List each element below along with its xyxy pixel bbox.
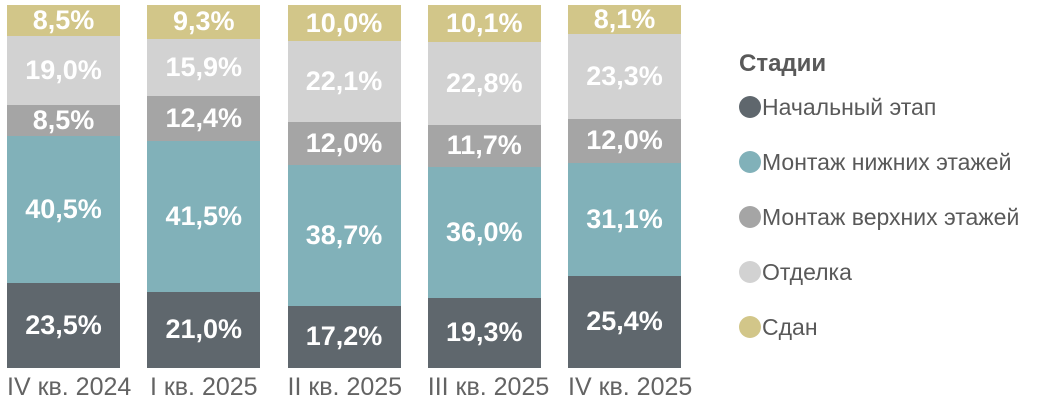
segment-value-label: 22,1%	[305, 65, 383, 96]
segment-value-label: 36,0%	[445, 216, 523, 247]
legend-item-label: Отделка	[762, 258, 852, 285]
segment-value-label: 10,1%	[445, 7, 523, 38]
legend-color-dot	[739, 96, 761, 118]
segment-value-label: 10,0%	[305, 7, 383, 38]
legend-title: Стадии	[739, 50, 827, 77]
segment-initial-stage: 17,2%	[287, 305, 401, 368]
legend-item-label: Начальный этап	[762, 93, 937, 120]
bar-1: 8,5% 19,0% 8,5% 40,5% 23,5%	[7, 5, 120, 369]
segment-lower-floors-assembly: 31,1%	[568, 162, 681, 276]
segment-initial-stage: 21,0%	[147, 291, 261, 368]
segment-value-label: 31,1%	[586, 203, 663, 234]
x-axis-label: IV кв. 2024	[7, 373, 132, 401]
segment-finishing: 15,9%	[147, 38, 261, 97]
segment-value-label: 11,7%	[446, 130, 522, 161]
segment-delivered: 10,0%	[287, 5, 401, 42]
segment-finishing: 19,0%	[7, 35, 120, 105]
segment-upper-floors-assembly: 12,0%	[287, 121, 401, 166]
x-axis-label: IV кв. 2025	[568, 373, 693, 401]
legend-item-upper-floors-assembly: Монтаж верхних этажей	[739, 203, 1049, 231]
segment-upper-floors-assembly: 8,5%	[7, 104, 120, 136]
segment-value-label: 15,9%	[165, 52, 243, 83]
segment-initial-stage: 23,5%	[7, 282, 120, 369]
segment-upper-floors-assembly: 11,7%	[427, 124, 541, 168]
legend: Стадии Начальный этап Монтаж нижних этаже…	[739, 50, 1049, 368]
legend-item-initial-stage: Начальный этап	[739, 93, 1049, 121]
segment-value-label: 8,5%	[32, 104, 95, 135]
legend-item-delivered: Сдан	[739, 313, 1049, 341]
plot-area: 8,5% 19,0% 8,5% 40,5% 23,5% 9,3% 15,9% 12,4% 41,…	[7, 5, 681, 369]
segment-delivered: 8,1%	[568, 4, 681, 35]
legend-item-label: Монтаж верхних этажей	[762, 203, 1020, 230]
segment-value-label: 19,0%	[25, 54, 102, 85]
legend-color-dot	[739, 261, 761, 283]
segment-value-label: 25,4%	[586, 306, 663, 337]
segment-value-label: 23,3%	[586, 61, 663, 92]
legend-item-label: Сдан	[762, 313, 818, 340]
segment-value-label: 12,0%	[305, 127, 383, 158]
segment-value-label: 38,7%	[305, 219, 383, 250]
segment-finishing: 23,3%	[568, 34, 681, 120]
bar-5: 8,1% 23,3% 12,0% 31,1% 25,4%	[568, 5, 681, 368]
x-axis-label: I кв. 2025	[149, 373, 258, 401]
segment-value-label: 21,0%	[165, 314, 243, 345]
segment-upper-floors-assembly: 12,4%	[147, 96, 261, 142]
segment-value-label: 17,2%	[305, 321, 383, 352]
segment-value-label: 41,5%	[165, 201, 243, 232]
x-axis-label: II кв. 2025	[287, 373, 403, 401]
x-axis-labels: IV кв. 2024 I кв. 2025 II кв. 2025 III кв. …	[7, 372, 693, 402]
bar-4: 10,1% 22,8% 11,7% 36,0% 19,3%	[427, 5, 541, 368]
segment-lower-floors-assembly: 36,0%	[427, 167, 541, 298]
legend-color-dot	[739, 206, 761, 228]
legend-items: Начальный этап Монтаж нижних этажей Монтаж…	[739, 93, 1049, 341]
segment-value-label: 23,5%	[25, 309, 102, 340]
segment-upper-floors-assembly: 12,0%	[568, 119, 681, 163]
segment-finishing: 22,1%	[287, 41, 401, 122]
legend-item-label: Монтаж нижних этажей	[762, 148, 1012, 175]
segment-delivered: 9,3%	[147, 5, 261, 39]
segment-value-label: 12,4%	[165, 103, 243, 134]
legend-color-dot	[739, 316, 761, 338]
segment-initial-stage: 25,4%	[568, 275, 681, 368]
segment-value-label: 40,5%	[25, 193, 102, 224]
legend-color-dot	[739, 151, 761, 173]
segment-lower-floors-assembly: 38,7%	[287, 165, 401, 306]
segment-delivered: 10,1%	[427, 5, 541, 42]
segment-value-label: 12,0%	[586, 125, 663, 156]
bar-3: 10,0% 22,1% 12,0% 38,7% 17,2%	[287, 5, 401, 368]
x-axis-label: III кв. 2025	[427, 373, 550, 401]
segment-value-label: 19,3%	[445, 317, 523, 348]
segment-finishing: 22,8%	[427, 41, 541, 125]
segment-value-label: 8,1%	[593, 4, 656, 35]
bar-2: 9,3% 15,9% 12,4% 41,5% 21,0%	[147, 5, 261, 368]
segment-initial-stage: 19,3%	[427, 297, 541, 368]
legend-item-lower-floors-assembly: Монтаж нижних этажей	[739, 148, 1049, 176]
segment-delivered: 8,5%	[7, 5, 120, 36]
segment-lower-floors-assembly: 40,5%	[7, 135, 120, 283]
segment-lower-floors-assembly: 41,5%	[147, 141, 261, 292]
legend-item-finishing: Отделка	[739, 258, 1049, 286]
segment-value-label: 8,5%	[32, 4, 95, 35]
segment-value-label: 9,3%	[172, 6, 235, 37]
segment-value-label: 22,8%	[445, 67, 523, 98]
